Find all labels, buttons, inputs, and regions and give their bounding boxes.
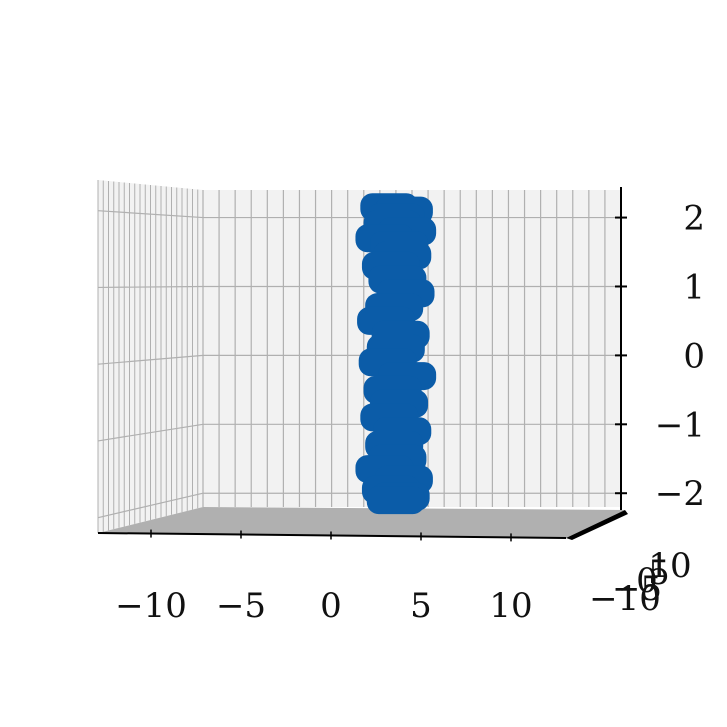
y-tick-label: 10 [648, 546, 691, 586]
data-points [355, 193, 437, 515]
z-tick-label: −1 [655, 405, 705, 445]
x-tick-label: 5 [410, 586, 432, 626]
data-point [366, 486, 425, 515]
y-tick-label: −10 [589, 579, 661, 619]
floor-pane [98, 507, 625, 538]
z-tick-label: −2 [655, 474, 705, 514]
x-axis-line [97, 532, 567, 539]
y-tick-label: −5 [612, 569, 662, 609]
y-axis-line [566, 510, 628, 540]
x-tick-label: −5 [216, 586, 266, 626]
chart-axes [97, 187, 628, 542]
x-tick-label: 0 [320, 586, 342, 626]
z-tick-label: 2 [683, 199, 705, 239]
y-tick-label: 0 [636, 561, 658, 601]
z-tick-label: 0 [683, 336, 705, 376]
z-tick-label: 1 [683, 267, 705, 307]
x-tick-label: 10 [489, 586, 532, 626]
x-tick-label: −10 [115, 586, 187, 626]
y-tick-label: 5 [648, 553, 670, 593]
